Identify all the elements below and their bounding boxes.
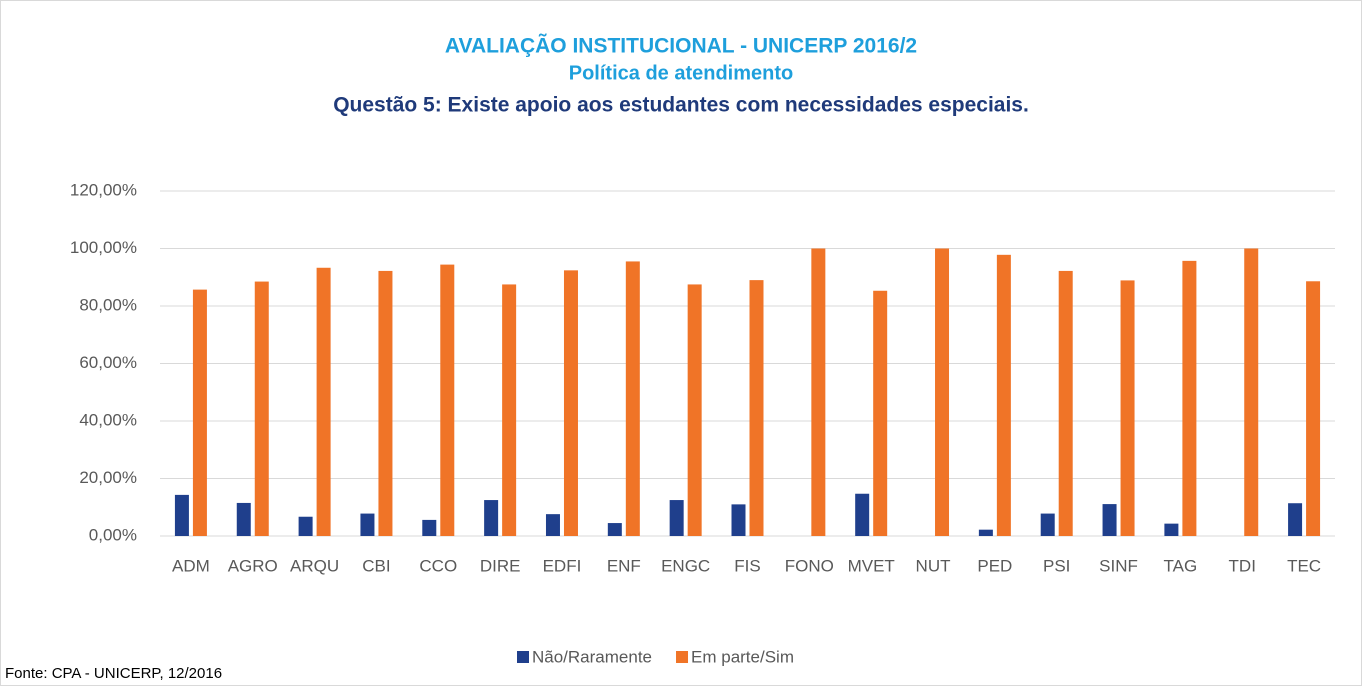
x-tick-label: NUT <box>916 556 951 575</box>
source: Fonte: CPA - UNICERP, 12/2016 <box>5 665 222 682</box>
bar <box>811 248 826 536</box>
bar <box>855 493 870 536</box>
x-tick-label: CBI <box>362 556 390 575</box>
y-tick-label: 0,00% <box>89 525 137 544</box>
x-tick-label: ADM <box>172 556 210 575</box>
chart-title: AVALIAÇÃO INSTITUCIONAL - UNICERP 2016/2 <box>445 35 917 58</box>
chart-subtitle: Política de atendimento <box>569 62 793 84</box>
legend-label: Em parte/Sim <box>691 647 794 666</box>
bar <box>1058 270 1073 536</box>
x-tick-label: SINF <box>1099 556 1138 575</box>
question: Questão 5: Existe apoio aos estudantes c… <box>333 94 1029 117</box>
bar <box>422 519 437 536</box>
x-tick-label: TDI <box>1229 556 1256 575</box>
bar <box>978 529 993 536</box>
y-tick-label: 80,00% <box>79 295 137 314</box>
x-tick-label: FONO <box>785 556 834 575</box>
y-tick-label: 20,00% <box>79 468 137 487</box>
x-tick-label: AGRO <box>228 556 278 575</box>
bar <box>625 261 640 536</box>
bar <box>192 289 207 536</box>
bar <box>1164 523 1179 536</box>
bar <box>360 513 375 536</box>
y-tick-label: 120,00% <box>70 180 137 199</box>
bar <box>378 270 393 536</box>
bar <box>440 264 455 536</box>
x-tick-label: ENGC <box>661 556 710 575</box>
bar <box>545 514 560 536</box>
bar <box>1102 504 1117 536</box>
x-tick-label: MVET <box>848 556 895 575</box>
bar <box>935 248 950 536</box>
bar <box>687 284 702 536</box>
bar <box>236 502 251 536</box>
bar <box>873 290 888 536</box>
x-tick-label: PED <box>977 556 1012 575</box>
x-tick-label: ARQU <box>290 556 339 575</box>
bar <box>1182 260 1197 536</box>
bar <box>996 254 1011 536</box>
x-tick-label: EDFI <box>543 556 582 575</box>
x-tick-label: PSI <box>1043 556 1070 575</box>
y-tick-label: 60,00% <box>79 353 137 372</box>
bar <box>1306 281 1321 536</box>
bar <box>1288 503 1303 536</box>
bar <box>1120 280 1135 536</box>
bar <box>298 516 313 536</box>
legend-swatch <box>676 651 689 663</box>
bar <box>254 281 269 536</box>
legend-label: Não/Raramente <box>532 647 652 666</box>
legend-swatch <box>517 651 529 663</box>
bar <box>174 494 189 536</box>
bar <box>607 523 622 536</box>
y-tick-label: 100,00% <box>70 238 137 257</box>
x-tick-label: ENF <box>607 556 641 575</box>
x-tick-label: CCO <box>419 556 457 575</box>
y-tick-label: 40,00% <box>79 410 137 429</box>
bar <box>484 500 499 536</box>
x-tick-label: TEC <box>1287 556 1321 575</box>
bar <box>1040 513 1055 536</box>
x-tick-label: TAG <box>1164 556 1198 575</box>
bar <box>316 267 331 536</box>
bar <box>563 270 578 536</box>
bar <box>749 280 764 536</box>
bar <box>502 284 517 536</box>
bar <box>669 500 684 536</box>
bar <box>1244 248 1259 536</box>
x-tick-label: FIS <box>734 556 760 575</box>
x-tick-label: DIRE <box>480 556 521 575</box>
bar <box>731 504 746 536</box>
